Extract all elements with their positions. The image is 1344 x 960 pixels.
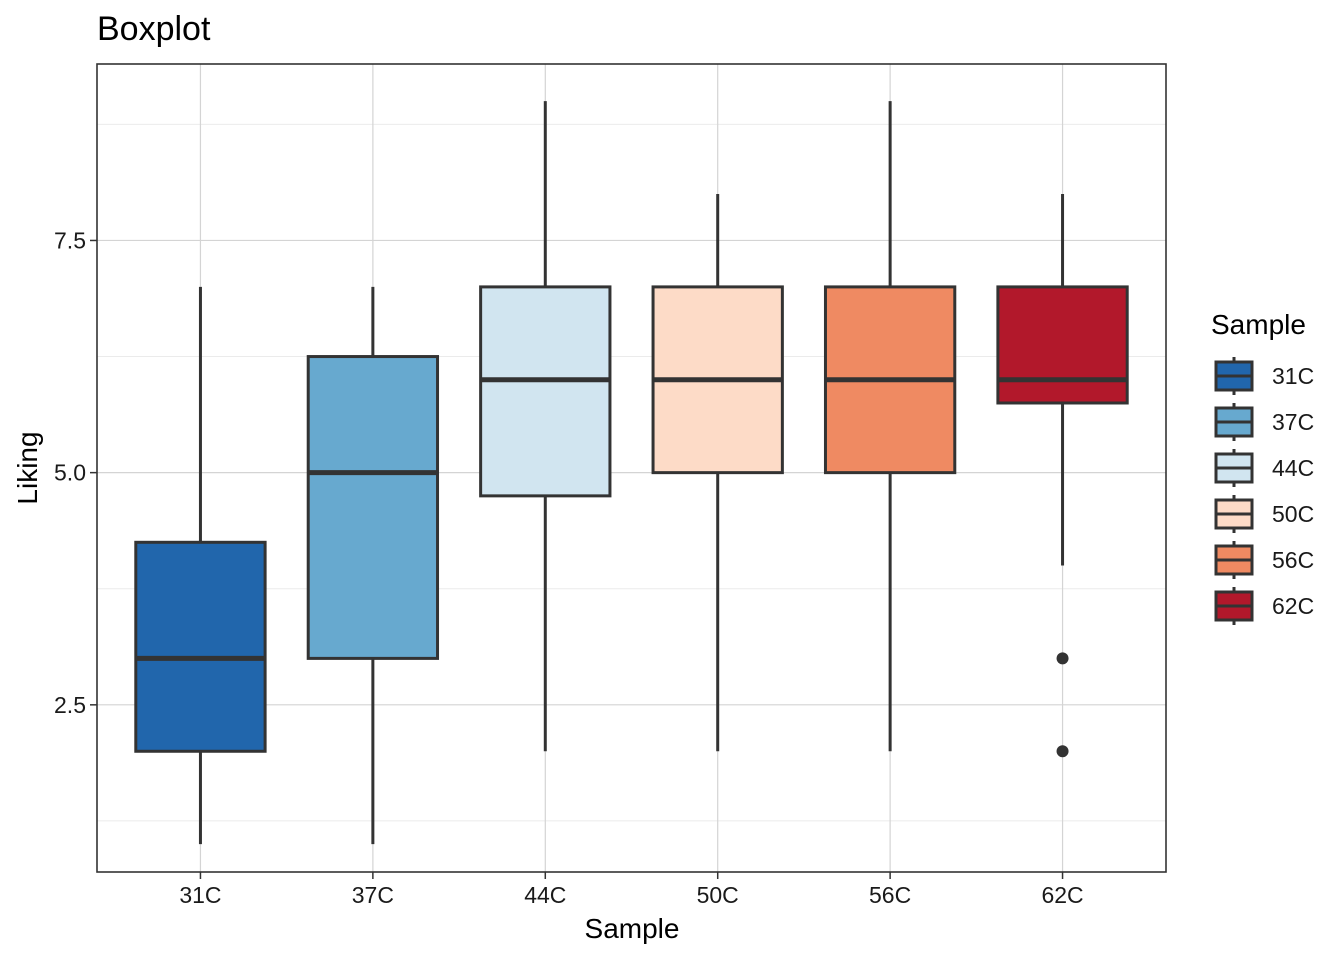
y-tick-label: 7.5 [54,227,86,253]
box-44C [479,285,612,498]
box-group-62C [996,194,1129,758]
outlier-point [1056,745,1069,758]
y-tick-label: 5.0 [54,460,86,486]
plot-panel: 2.5 5.0 7.5 31C 37C 44C 50C 56C 62C [54,63,1167,908]
legend-label: 62C [1272,593,1314,619]
legend-label: 44C [1272,455,1314,481]
x-tick-label: 50C [697,882,739,908]
legend: Sample 31C 37C 44C 50C 56C 62C [1211,309,1314,625]
x-tick-label: 62C [1041,882,1083,908]
legend-label: 50C [1272,501,1314,527]
box-62C [996,285,1129,405]
x-axis-title: Sample [585,913,680,944]
legend-label: 56C [1272,547,1314,573]
box-group-56C [823,101,957,752]
x-tick-label: 37C [352,882,394,908]
box-group-44C [479,101,612,752]
box-group-37C [306,286,440,845]
panel-border [96,63,1167,873]
x-tick-label: 31C [179,882,221,908]
outlier-point [1056,652,1069,665]
box-31C [134,540,267,753]
x-tick-label: 44C [524,882,566,908]
y-tick-label: 2.5 [54,692,86,718]
y-axis-title: Liking [12,431,43,504]
legend-label: 37C [1272,409,1314,435]
legend-title: Sample [1211,309,1306,340]
box-group-31C [134,286,267,845]
x-tick-label: 56C [869,882,911,908]
box-37C [306,355,440,660]
chart-title: Boxplot [97,10,211,48]
box-group-50C [651,194,784,752]
legend-label: 31C [1272,363,1314,389]
panel-background [97,64,1166,872]
